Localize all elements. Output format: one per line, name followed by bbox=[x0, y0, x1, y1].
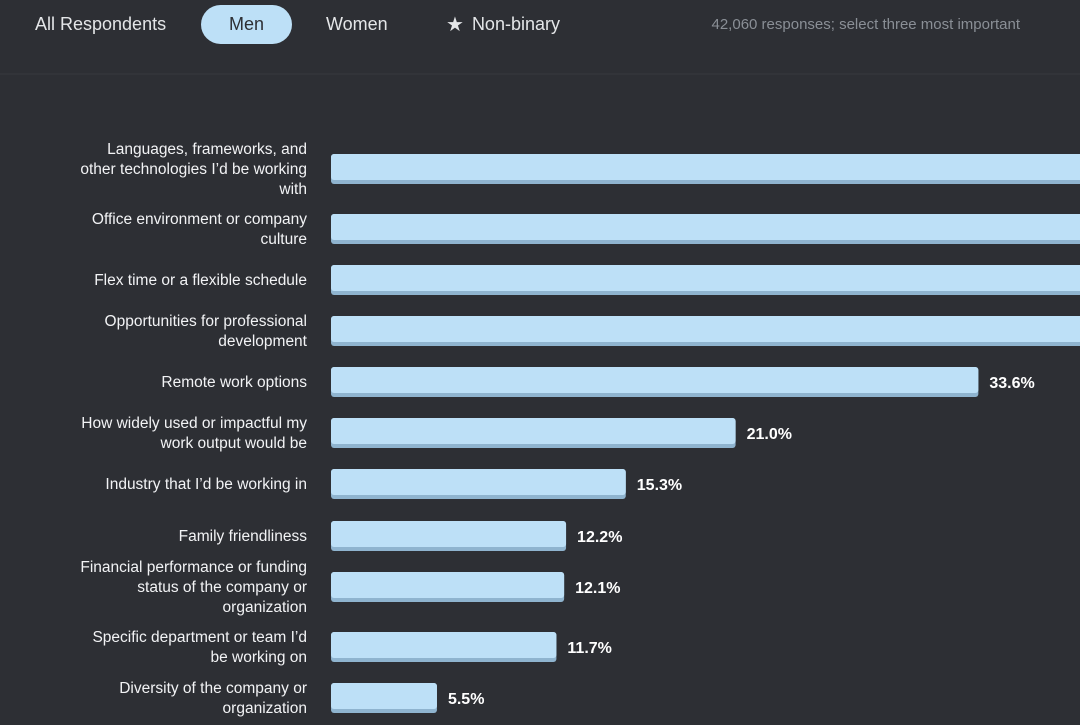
bar-group: 11.7% Specific department or team I’d be w… bbox=[92, 629, 611, 666]
category-label-line: Financial performance or funding bbox=[80, 559, 307, 576]
category-label-line: organization bbox=[223, 599, 307, 616]
bar-group: 12.2% Family friendliness bbox=[179, 521, 622, 551]
tab-women[interactable]: Women bbox=[326, 14, 388, 34]
category-label: Languages, frameworks, and other technolo… bbox=[80, 141, 307, 198]
category-label: Industry that I’d be working in bbox=[105, 476, 307, 493]
bar-group: 41.5%Opportunities for professionaldevel… bbox=[105, 313, 1080, 350]
bar bbox=[331, 316, 1080, 342]
category-label-line: other technologies I’d be working bbox=[80, 161, 307, 178]
value-label: 15.3% bbox=[637, 477, 682, 494]
category-label-line: Flex time or a flexible schedule bbox=[94, 272, 307, 289]
value-label: 12.2% bbox=[577, 529, 622, 546]
category-label: Remote work options bbox=[161, 374, 307, 391]
filter-tab-bar: All Respondents Men Women ★ Non-binary 42… bbox=[0, 0, 1080, 50]
category-label-line: status of the company or bbox=[137, 579, 307, 596]
responses-note: 42,060 responses; select three most impo… bbox=[711, 16, 1021, 33]
category-label: Specific department or team I’d be workin… bbox=[92, 629, 307, 666]
bar bbox=[331, 572, 565, 598]
bar bbox=[331, 214, 1080, 240]
tab-all-respondents[interactable]: All Respondents bbox=[35, 14, 167, 34]
tab-men[interactable]: Men bbox=[201, 5, 292, 44]
category-label-line: work output would be bbox=[160, 435, 307, 452]
bar-group: 12.1% Financial performance or funding sta… bbox=[80, 559, 620, 616]
category-label-line: Family friendliness bbox=[179, 528, 308, 545]
bar-group: 44.5%Office environment or companycultur… bbox=[92, 211, 1080, 248]
category-label: How widely used or impactful my work outp… bbox=[81, 415, 307, 452]
category-label-line: Remote work options bbox=[161, 374, 307, 391]
category-label-line: Languages, frameworks, and bbox=[107, 141, 307, 158]
bar-group: 33.6% Remote work options bbox=[161, 367, 1035, 397]
category-label-line: Diversity of the company or bbox=[119, 680, 307, 697]
value-label: 33.6% bbox=[989, 375, 1034, 392]
bar-group: 5.5% Diversity of the company or organizat… bbox=[119, 680, 484, 717]
bar bbox=[331, 683, 437, 709]
category-label-line: How widely used or impactful my bbox=[81, 415, 307, 432]
category-label-line: Industry that I’d be working in bbox=[105, 476, 307, 493]
bar bbox=[331, 418, 736, 444]
bar bbox=[331, 632, 557, 658]
category-label-line: be working on bbox=[210, 649, 307, 666]
bar bbox=[331, 265, 1080, 291]
value-label: 12.1% bbox=[575, 580, 620, 597]
category-label: Office environment or company culture bbox=[92, 211, 307, 248]
value-label: 11.7% bbox=[567, 640, 611, 657]
category-label-line: organization bbox=[223, 700, 307, 717]
bar bbox=[331, 154, 1080, 180]
bar-group: 44.0%Flex time or a flexible schedule bbox=[94, 265, 1080, 295]
category-label: Diversity of the company or organization bbox=[119, 680, 307, 717]
tab-non-binary-label: Non-binary bbox=[471, 14, 560, 34]
value-label: 5.5% bbox=[448, 691, 484, 708]
bar-group: 15.3% Industry that I’d be working in bbox=[105, 469, 682, 499]
category-label-line: Office environment or company bbox=[92, 211, 307, 228]
category-label-line: Opportunities for professional bbox=[105, 313, 307, 330]
category-label: Flex time or a flexible schedule bbox=[94, 272, 307, 289]
category-label-line: development bbox=[218, 333, 307, 350]
tab-non-binary[interactable]: ★ Non-binary bbox=[446, 5, 560, 44]
category-label: Family friendliness bbox=[179, 528, 308, 545]
category-label: Opportunities for professional developmen… bbox=[105, 313, 308, 350]
divider bbox=[0, 73, 1080, 75]
category-label-line: with bbox=[278, 181, 307, 198]
bar bbox=[331, 367, 979, 393]
category-label-line: Specific department or team I’d bbox=[92, 629, 307, 646]
bar-group: 21.0% How widely used or impactful my work… bbox=[81, 415, 792, 452]
category-label: Financial performance or funding status o… bbox=[80, 559, 307, 616]
star-icon: ★ bbox=[446, 14, 464, 36]
bar bbox=[331, 521, 567, 547]
bar bbox=[331, 469, 626, 495]
category-label-line: culture bbox=[260, 231, 307, 248]
value-label: 21.0% bbox=[747, 426, 792, 443]
